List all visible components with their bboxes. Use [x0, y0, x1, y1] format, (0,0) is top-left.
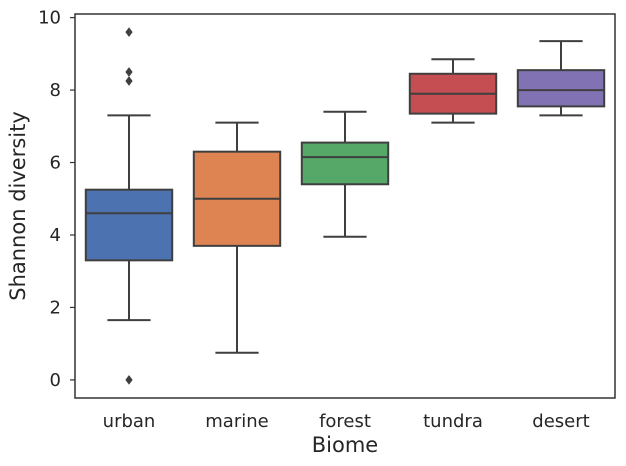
- iqr-box: [84, 188, 174, 262]
- iqr-box: [516, 69, 606, 108]
- box-forest: [300, 110, 390, 238]
- x-tick-label: forest: [319, 411, 371, 432]
- x-tick-label: marine: [205, 411, 268, 432]
- x-tick-label: urban: [103, 411, 156, 432]
- y-tick-label: 8: [50, 80, 61, 101]
- y-tick-label: 0: [50, 370, 61, 391]
- x-tick-label: tundra: [423, 411, 483, 432]
- y-axis-ticks: 0 2 4 6 8 10: [38, 8, 75, 391]
- y-tick-label: 2: [50, 297, 61, 318]
- box-urban: [84, 27, 174, 385]
- y-tick-label: 10: [38, 8, 61, 29]
- iqr-box: [300, 141, 390, 186]
- box-desert: [516, 40, 606, 117]
- x-axis-label: Biome: [312, 433, 378, 457]
- y-tick-label: 4: [50, 225, 61, 246]
- x-tick-label: desert: [532, 411, 589, 432]
- box-marine: [192, 121, 282, 354]
- box-tundra: [408, 58, 498, 124]
- y-tick-label: 6: [50, 153, 61, 174]
- outlier-point: [125, 76, 133, 86]
- outlier-point: [125, 27, 133, 38]
- boxes-layer: [84, 27, 606, 385]
- outlier-point: [125, 67, 133, 77]
- y-axis-label: Shannon diversity: [6, 111, 30, 301]
- outlier-point: [125, 374, 133, 385]
- x-axis-ticks: urban marine forest tundra desert: [103, 411, 590, 432]
